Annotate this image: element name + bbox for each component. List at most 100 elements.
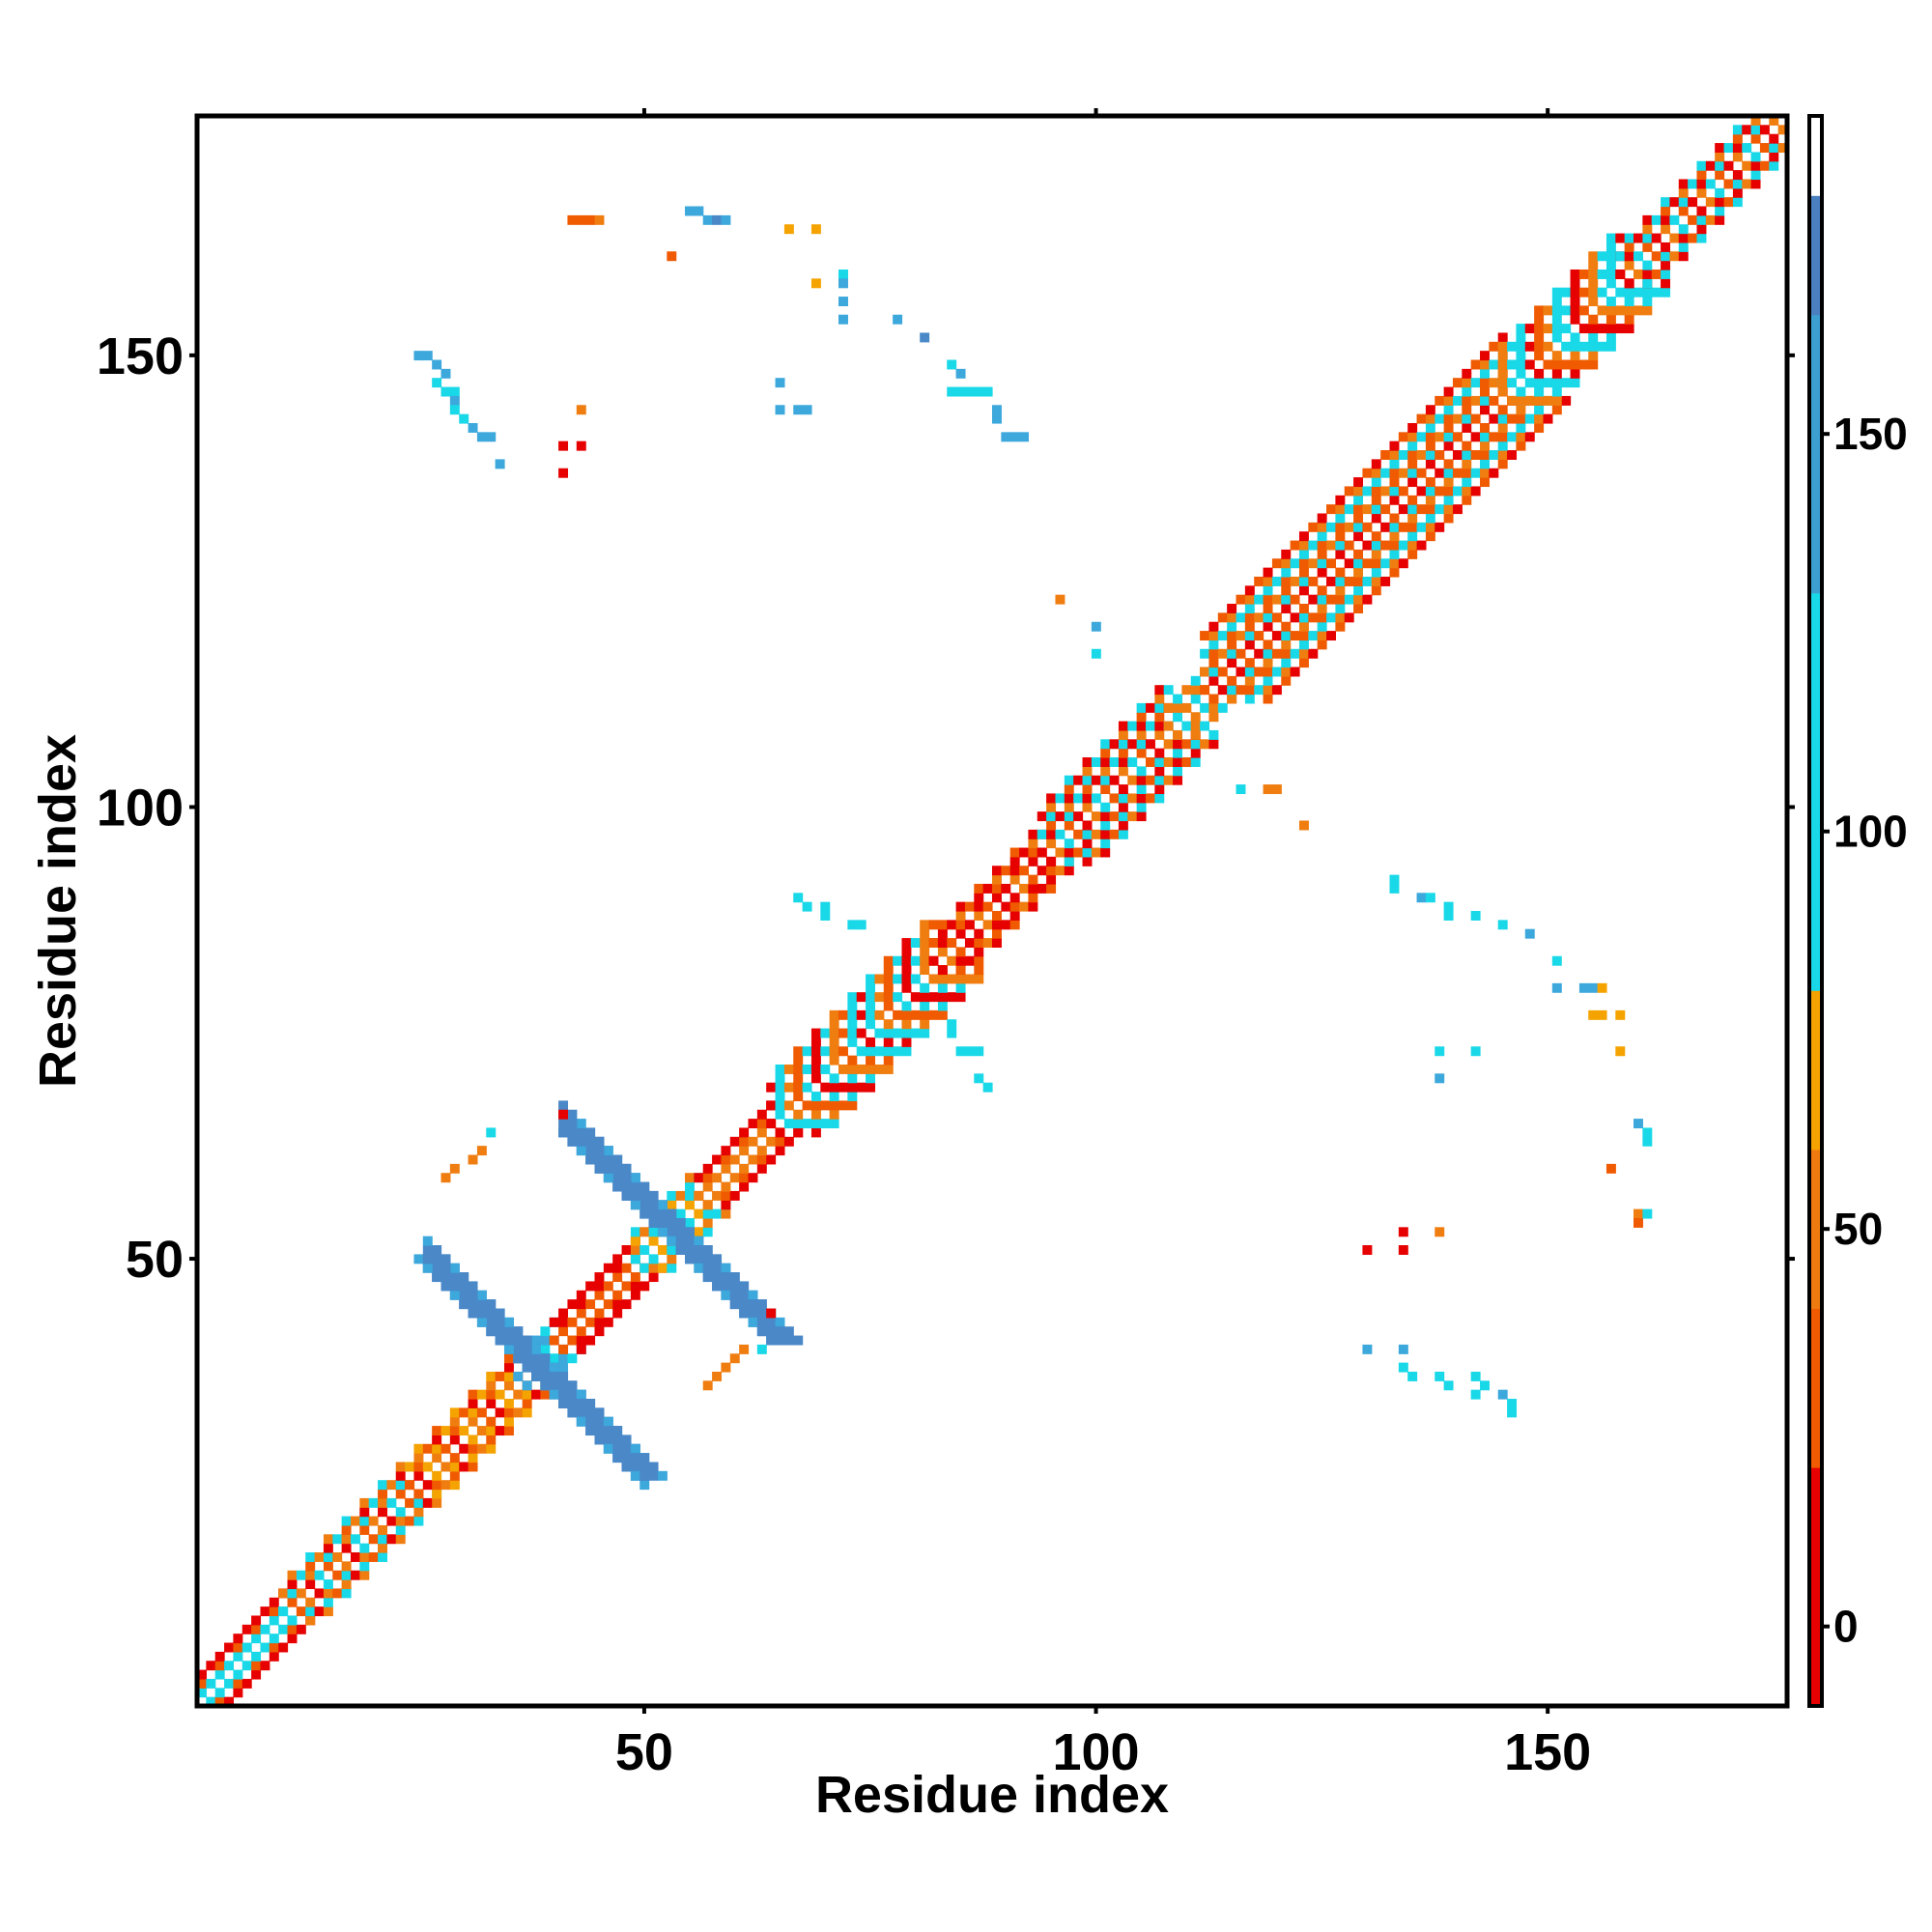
contact-cell: [937, 965, 948, 976]
contact-cell: [667, 1263, 677, 1273]
contact-cell: [974, 893, 984, 903]
contact-cell: [1389, 450, 1400, 460]
contact-cell: [278, 1606, 289, 1617]
contact-cell: [1091, 793, 1101, 804]
contact-cell: [866, 1037, 876, 1047]
contact-cell: [748, 1290, 758, 1300]
colorbar-band: [1809, 195, 1822, 316]
contact-cell: [847, 920, 858, 930]
contact-cell: [513, 1371, 524, 1381]
contact-cell: [1127, 793, 1138, 804]
contact-cell: [1398, 1227, 1408, 1237]
contact-cell: [567, 1353, 578, 1364]
contact-cell: [1046, 883, 1057, 894]
contact-cell: [893, 314, 903, 325]
contact-cell: [729, 1136, 740, 1147]
contact-cell: [558, 1317, 569, 1327]
contact-cell: [756, 1317, 767, 1327]
contact-cell: [368, 1516, 379, 1526]
contact-cell: [1344, 594, 1354, 605]
contact-cell: [1118, 729, 1128, 740]
contact-cell: [974, 901, 984, 912]
contact-cell: [1082, 838, 1093, 849]
contact-cell: [1064, 820, 1074, 831]
contact-cell: [775, 1064, 785, 1074]
contact-cell: [413, 1462, 424, 1472]
contact-cell: [1344, 522, 1354, 532]
contact-cell: [775, 1109, 785, 1120]
contact-cell: [1136, 702, 1147, 713]
contact-cell: [1100, 739, 1111, 750]
contact-cell: [468, 1281, 478, 1292]
contact-cell: [1425, 513, 1435, 524]
contact-cell: [359, 1552, 370, 1562]
contact-cell: [576, 1344, 586, 1354]
contact-cell: [721, 1163, 731, 1174]
contact-cell: [694, 1173, 704, 1183]
contact-cell: [1470, 486, 1481, 497]
contact-cell: [657, 1470, 668, 1481]
contact-cell: [206, 1678, 216, 1689]
contact-cell: [1190, 739, 1201, 750]
contact-cell: [648, 1254, 659, 1264]
contact-cell: [1661, 197, 1671, 208]
contact-cell: [937, 982, 948, 993]
contact-cell: [432, 1263, 442, 1273]
contact-cell: [224, 1696, 235, 1707]
contact-cell: [1750, 125, 1761, 135]
contact-cell: [1380, 540, 1391, 551]
contact-cell: [1244, 675, 1255, 686]
contact-cell: [503, 1399, 514, 1408]
contact-cell: [1480, 386, 1490, 397]
contact-cell: [1335, 612, 1346, 623]
contact-cell: [1516, 422, 1526, 433]
contact-cell: [1353, 604, 1364, 613]
contact-cell: [1335, 604, 1346, 613]
contact-cell: [1470, 911, 1481, 921]
contact-cell: [1769, 133, 1779, 144]
contact-cell: [1028, 893, 1038, 903]
contact-cell: [1678, 224, 1689, 235]
contact-cell: [1425, 504, 1435, 515]
contact-cell: [901, 947, 912, 957]
contact-cell: [513, 1344, 524, 1354]
contact-cell: [1688, 233, 1698, 243]
contact-cell: [1416, 504, 1427, 515]
contact-cell: [974, 974, 984, 984]
contact-cell: [838, 1046, 848, 1057]
contact-cell: [974, 911, 984, 921]
contact-cell: [1742, 143, 1752, 154]
contact-cell: [1362, 1344, 1373, 1354]
contact-cell: [476, 432, 487, 442]
contact-cell: [910, 1009, 921, 1020]
contact-cell: [1181, 721, 1192, 731]
contact-cell: [1154, 685, 1165, 696]
contact-cell: [739, 1136, 750, 1147]
contact-cell: [405, 1516, 415, 1526]
contact-cell: [1669, 197, 1680, 208]
contact-cell: [558, 1380, 569, 1391]
contact-cell: [1217, 685, 1228, 696]
contact-cell: [1254, 594, 1264, 605]
contact-cell: [1145, 739, 1155, 750]
contact-cell: [1037, 847, 1047, 858]
contact-cell: [378, 1480, 387, 1491]
contact-cell: [1091, 775, 1101, 785]
contact-cell: [874, 1009, 885, 1020]
contact-cell: [368, 1497, 379, 1508]
contact-cell: [648, 1190, 659, 1201]
contact-cell: [1750, 179, 1761, 189]
contact-cell: [1678, 251, 1689, 262]
contact-cell: [1516, 413, 1526, 424]
contact-cell: [739, 1181, 750, 1192]
contact-cell: [829, 1055, 839, 1065]
contact-cell: [576, 1407, 586, 1418]
contact-cell: [1435, 1227, 1445, 1237]
contact-cell: [603, 1163, 613, 1174]
contact-cell: [793, 1119, 804, 1129]
contact-cell: [1669, 214, 1680, 225]
contact-cell: [1534, 324, 1545, 334]
contact-cell: [1425, 531, 1435, 542]
contact-cell: [422, 351, 433, 361]
contact-cell: [1091, 829, 1101, 839]
